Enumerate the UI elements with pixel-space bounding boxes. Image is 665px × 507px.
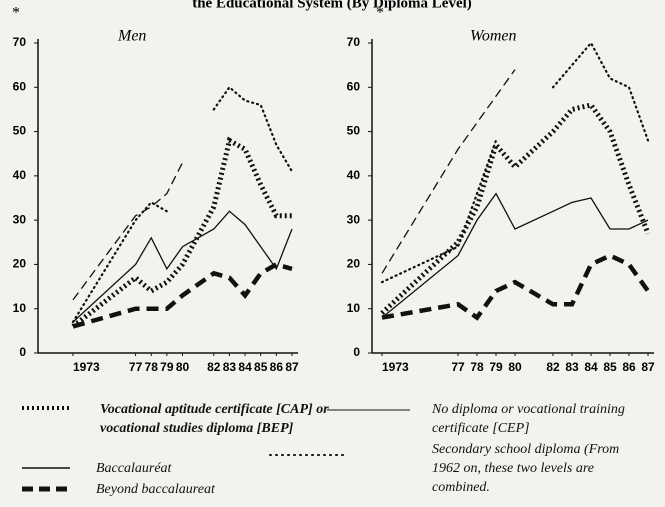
series-line bbox=[71, 85, 294, 324]
legend-label: Secondary school diploma (From 1962 on, … bbox=[432, 442, 620, 495]
x-tick-label: 82 bbox=[546, 360, 560, 374]
y-tick-label: 10 bbox=[13, 301, 27, 315]
series-line bbox=[380, 41, 650, 284]
y-tick-label: 0 bbox=[353, 345, 360, 359]
y-tick-label: 30 bbox=[347, 212, 361, 226]
x-tick-label: 84 bbox=[584, 360, 598, 374]
series-line bbox=[381, 192, 649, 319]
series-line bbox=[72, 162, 184, 301]
y-tick-label: 50 bbox=[347, 124, 361, 138]
x-tick-label: 85 bbox=[254, 360, 268, 374]
legend-label: Beyond baccalaureat bbox=[96, 482, 215, 497]
y-tick-label: 0 bbox=[19, 345, 26, 359]
x-tick-label: 79 bbox=[489, 360, 503, 374]
y-tick-label: 60 bbox=[347, 79, 361, 93]
x-tick-label: 78 bbox=[470, 360, 484, 374]
series-line bbox=[380, 102, 651, 315]
series-line bbox=[381, 253, 650, 321]
x-tick-label: 82 bbox=[207, 360, 221, 374]
x-tick-label: 79 bbox=[160, 360, 174, 374]
page-title: the Educational System (By Diploma Level… bbox=[192, 0, 472, 11]
y-tick-label: 60 bbox=[13, 79, 27, 93]
series-line bbox=[381, 69, 516, 274]
y-tick-label: 70 bbox=[347, 35, 361, 49]
x-tick-label: 83 bbox=[565, 360, 579, 374]
series-line bbox=[72, 262, 293, 329]
y-tick-label: 40 bbox=[347, 168, 361, 182]
y-tick-label: 50 bbox=[13, 124, 27, 138]
x-tick-label: 80 bbox=[508, 360, 522, 374]
x-tick-label: 77 bbox=[451, 360, 465, 374]
legend-label: Vocational aptitude certificate [CAP] or… bbox=[100, 402, 329, 436]
legend-sample bbox=[22, 486, 70, 492]
x-tick-label: 86 bbox=[270, 360, 284, 374]
y-tick-label: 40 bbox=[13, 168, 27, 182]
annotation: * bbox=[12, 5, 20, 22]
annotation: * bbox=[376, 5, 384, 22]
legend-label: Baccalauréat bbox=[96, 461, 172, 476]
legend-sample bbox=[22, 406, 70, 410]
legend-sample bbox=[327, 409, 410, 411]
y-tick-label: 70 bbox=[13, 35, 27, 49]
x-tick-label: 87 bbox=[285, 360, 299, 374]
legend-sample bbox=[22, 467, 70, 469]
x-tick-label: 85 bbox=[603, 360, 617, 374]
x-tick-label: 80 bbox=[176, 360, 190, 374]
panel-title: Women bbox=[470, 28, 517, 45]
x-tick-label: 86 bbox=[622, 360, 636, 374]
x-tick-label: 1973 bbox=[73, 360, 100, 374]
y-tick-label: 10 bbox=[347, 301, 361, 315]
y-tick-label: 30 bbox=[13, 212, 27, 226]
x-tick-label: 77 bbox=[129, 360, 143, 374]
panel-title: Men bbox=[117, 28, 146, 45]
y-tick-label: 20 bbox=[13, 257, 27, 271]
x-tick-label: 78 bbox=[145, 360, 159, 374]
series-line bbox=[71, 136, 292, 329]
x-tick-label: 1973 bbox=[382, 360, 409, 374]
legend-sample bbox=[269, 454, 344, 456]
x-tick-label: 83 bbox=[223, 360, 237, 374]
x-tick-label: 87 bbox=[641, 360, 655, 374]
series-line bbox=[72, 210, 293, 323]
chart: the Educational System (By Diploma Level… bbox=[12, 0, 655, 374]
y-tick-label: 20 bbox=[347, 257, 361, 271]
legend-label: No diploma or vocational training certif… bbox=[432, 402, 625, 436]
x-tick-label: 84 bbox=[238, 360, 252, 374]
